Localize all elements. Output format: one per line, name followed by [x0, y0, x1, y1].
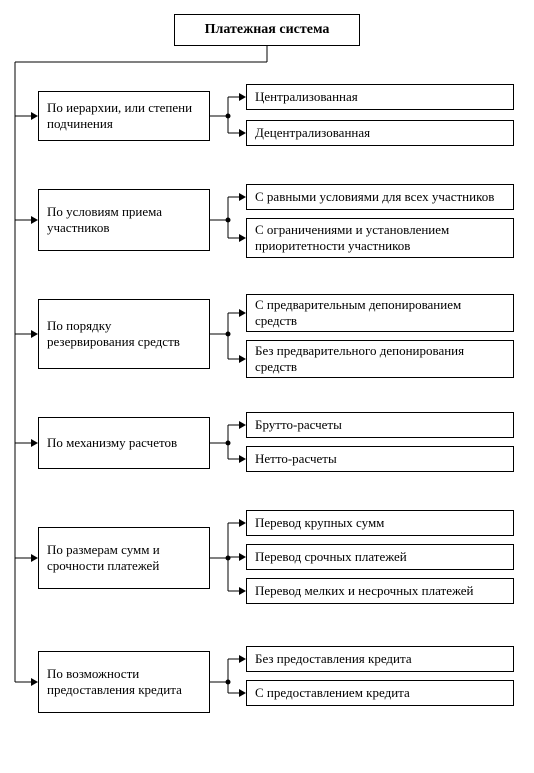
- leaf-node-1-1-label: С ограничениями и установлением приорите…: [255, 222, 505, 255]
- category-node-4: По размерам сумм и срочности платежей: [38, 527, 210, 589]
- category-node-3: По механизму расчетов: [38, 417, 210, 469]
- leaf-node-3-0-label: Брутто-расчеты: [255, 417, 342, 433]
- category-node-1: По условиям приема участников: [38, 189, 210, 251]
- category-node-1-label: По условиям приема участников: [47, 204, 201, 237]
- category-node-4-label: По размерам сумм и срочности платежей: [47, 542, 201, 575]
- leaf-node-3-1: Нетто-расчеты: [246, 446, 514, 472]
- leaf-node-0-0: Централизованная: [246, 84, 514, 110]
- leaf-node-4-1-label: Перевод срочных платежей: [255, 549, 407, 565]
- leaf-node-4-2: Перевод мелких и несрочных платежей: [246, 578, 514, 604]
- leaf-node-1-0-label: С равными условиями для всех участников: [255, 189, 494, 205]
- category-node-5: По возможности предоставления кредита: [38, 651, 210, 713]
- category-node-2: По порядку резервирования средств: [38, 299, 210, 369]
- leaf-node-5-0-label: Без предоставления кредита: [255, 651, 412, 667]
- leaf-node-0-1: Децентрализованная: [246, 120, 514, 146]
- category-node-0: По иерархии, или степени подчинения: [38, 91, 210, 141]
- title-node-label: Платежная система: [205, 21, 330, 39]
- category-node-3-label: По механизму расчетов: [47, 435, 177, 451]
- leaf-node-4-0-label: Перевод крупных сумм: [255, 515, 384, 531]
- leaf-node-5-0: Без предоставления кредита: [246, 646, 514, 672]
- diagram-canvas: Платежная система По иерархии, или степен…: [0, 0, 534, 773]
- leaf-node-0-0-label: Централизованная: [255, 89, 358, 105]
- leaf-node-1-0: С равными условиями для всех участников: [246, 184, 514, 210]
- leaf-node-3-0: Брутто-расчеты: [246, 412, 514, 438]
- leaf-node-1-1: С ограничениями и установлением приорите…: [246, 218, 514, 258]
- leaf-node-2-0: С предварительным депонированием средств: [246, 294, 514, 332]
- leaf-node-5-1: С предоставлением кредита: [246, 680, 514, 706]
- title-node: Платежная система: [174, 14, 360, 46]
- leaf-node-2-1: Без предварительного депонирования средс…: [246, 340, 514, 378]
- leaf-node-2-0-label: С предварительным депонированием средств: [255, 297, 505, 330]
- leaf-node-2-1-label: Без предварительного депонирования средс…: [255, 343, 505, 376]
- category-node-5-label: По возможности предоставления кредита: [47, 666, 201, 699]
- leaf-node-4-0: Перевод крупных сумм: [246, 510, 514, 536]
- leaf-node-3-1-label: Нетто-расчеты: [255, 451, 337, 467]
- leaf-node-4-2-label: Перевод мелких и несрочных платежей: [255, 583, 474, 599]
- leaf-node-5-1-label: С предоставлением кредита: [255, 685, 410, 701]
- leaf-node-0-1-label: Децентрализованная: [255, 125, 370, 141]
- category-node-0-label: По иерархии, или степени подчинения: [47, 100, 201, 133]
- category-node-2-label: По порядку резервирования средств: [47, 318, 201, 351]
- leaf-node-4-1: Перевод срочных платежей: [246, 544, 514, 570]
